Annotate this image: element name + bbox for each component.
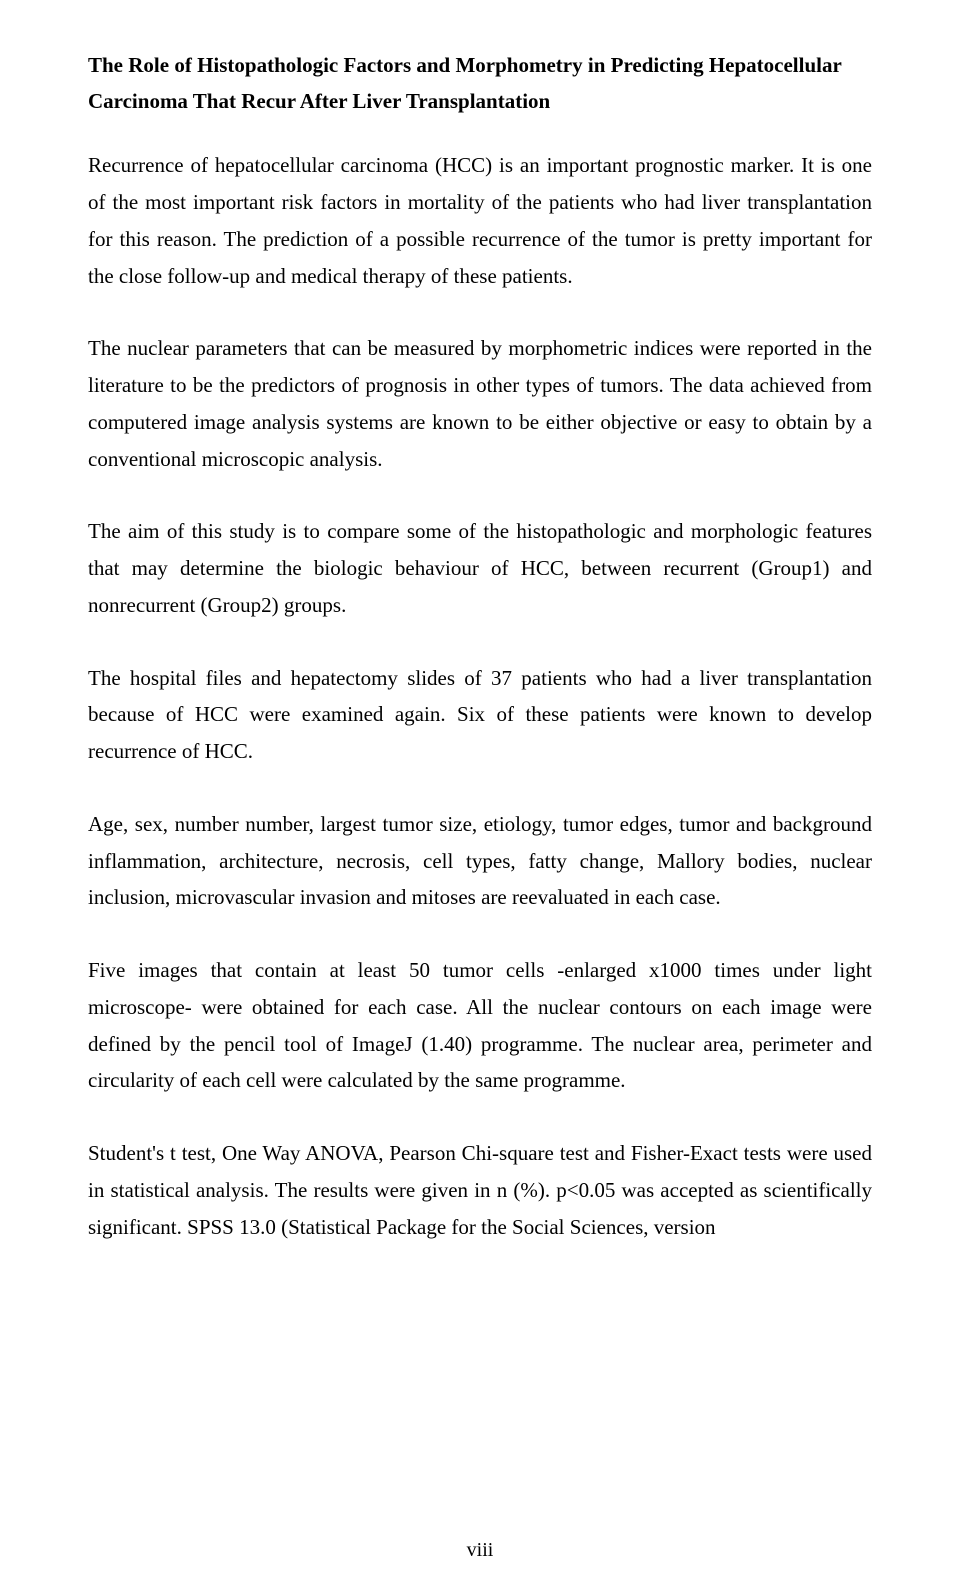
paragraph-7: Student's t test, One Way ANOVA, Pearson…: [88, 1135, 872, 1245]
paragraph-4: The hospital files and hepatectomy slide…: [88, 660, 872, 770]
paragraph-5: Age, sex, number number, largest tumor s…: [88, 806, 872, 916]
page-number: viii: [0, 1539, 960, 1562]
document-title: The Role of Histopathologic Factors and …: [88, 48, 872, 119]
paragraph-2: The nuclear parameters that can be measu…: [88, 330, 872, 477]
paragraph-6: Five images that contain at least 50 tum…: [88, 952, 872, 1099]
paragraph-1: Recurrence of hepatocellular carcinoma (…: [88, 147, 872, 294]
paragraph-3: The aim of this study is to compare some…: [88, 513, 872, 623]
